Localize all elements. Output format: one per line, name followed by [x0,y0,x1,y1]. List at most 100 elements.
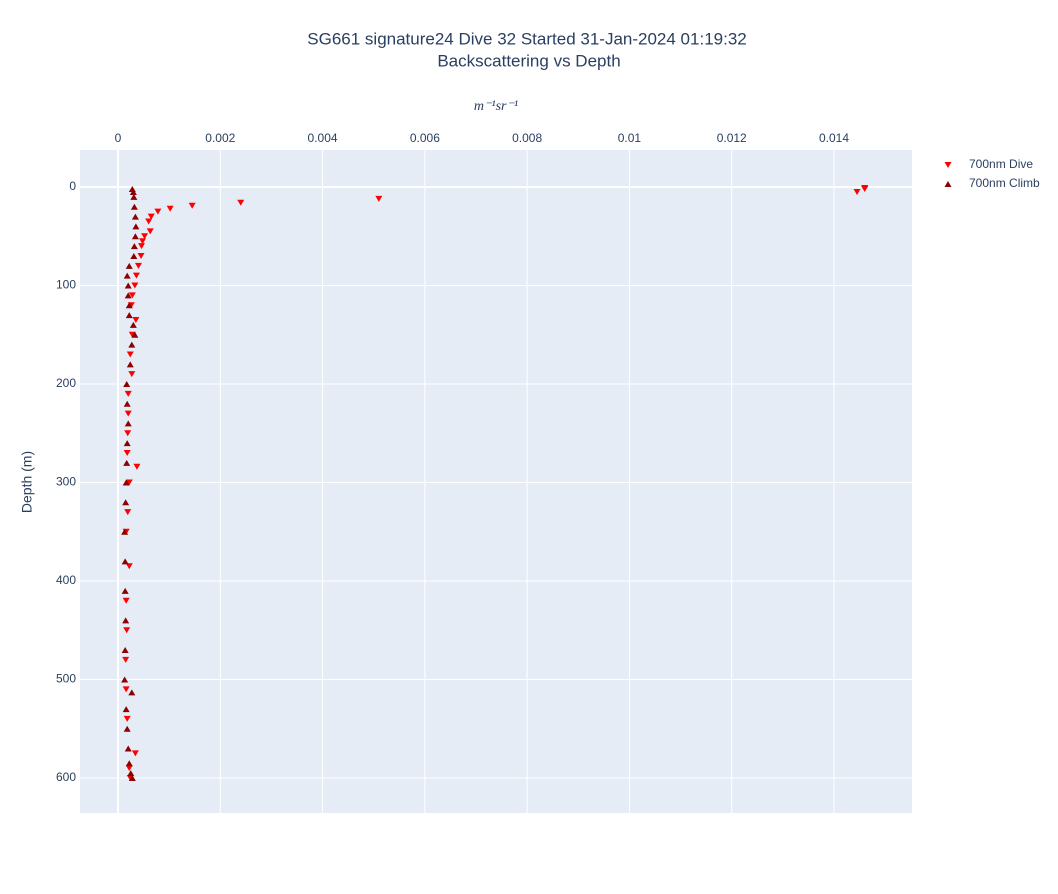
data-point [126,361,134,368]
data-point [128,341,136,348]
data-point [133,463,141,470]
data-point [123,400,131,407]
data-point [139,238,147,245]
data-point [122,597,130,604]
data-point [121,646,129,653]
data-point [137,252,145,259]
data-point [131,750,139,757]
y-axis-label: Depth (m) [19,451,35,513]
data-point [128,292,136,299]
data-point [128,775,136,782]
data-point [134,262,142,269]
x-axis-label: m⁻¹sr⁻¹ [474,99,518,114]
data-point [130,243,138,250]
data-point [125,479,133,486]
data-point [129,321,137,328]
data-point [126,351,134,358]
data-point [125,563,133,570]
x-tick-label: 0.004 [308,131,338,145]
chart-title: SG661 signature24 Dive 32 Started 31-Jan… [307,29,746,48]
data-point [124,420,132,427]
data-point [188,202,196,209]
data-point [123,440,131,447]
plot-area [80,150,912,813]
data-point [124,410,132,417]
data-point [122,617,130,624]
x-tick-label: 0.014 [819,131,849,145]
y-tick-label: 500 [56,672,76,686]
data-point [124,430,132,437]
data-point [128,371,136,378]
data-point [124,390,132,397]
data-point [123,725,131,732]
data-point [237,199,245,206]
data-point [123,459,131,466]
data-point [128,689,136,696]
x-tick-label: 0.008 [512,131,542,145]
data-point [125,765,133,772]
data-point [122,706,130,713]
legend-label: 700nm Climb [969,176,1040,190]
data-point [127,770,135,777]
data-point [122,499,130,506]
data-point [121,558,129,565]
data-point [123,272,131,279]
x-tick-label: 0.006 [410,131,440,145]
data-point [125,302,133,309]
data-point [124,745,132,752]
x-tick-label: 0 [115,131,122,145]
legend-marker [944,162,952,168]
data-point [125,262,133,269]
data-point [125,312,133,319]
x-tick-label: 0.01 [618,131,642,145]
y-tick-label: 0 [69,179,76,193]
data-point [853,188,861,195]
data-point [124,282,132,289]
data-point [122,656,130,663]
data-point [123,449,131,456]
chart-subtitle: Backscattering vs Depth [437,51,620,70]
data-point [146,228,154,235]
legend-marker [944,181,952,187]
x-tick-label: 0.002 [205,131,235,145]
data-point [138,243,146,250]
data-point [131,233,139,240]
data-point [147,213,155,220]
y-tick-label: 200 [56,376,76,390]
data-point [125,760,133,767]
data-point [166,205,174,212]
data-point [154,208,162,215]
data-point [121,528,129,535]
data-point [122,686,130,693]
data-point [131,331,139,338]
data-point [123,627,131,634]
y-tick-label: 400 [56,573,76,587]
data-point [130,193,138,200]
data-point [129,188,137,195]
data-point [124,509,132,516]
data-point [130,252,138,259]
data-point [121,587,129,594]
data-point [122,479,130,486]
data-point [121,676,129,683]
data-point [132,223,140,230]
y-tick-label: 600 [56,770,76,784]
data-point [861,186,869,193]
data-point [141,233,149,240]
data-point [130,203,138,210]
data-point [131,282,139,289]
data-point [123,381,131,388]
data-point [145,218,153,225]
x-tick-label: 0.012 [717,131,747,145]
data-point [124,292,132,299]
y-tick-label: 300 [56,475,76,489]
legend-label: 700nm Dive [969,157,1033,171]
data-point [132,272,140,279]
data-point [131,213,139,220]
data-point [123,715,131,722]
y-tick-label: 100 [56,278,76,292]
data-point [132,317,140,324]
data-point [375,195,383,202]
